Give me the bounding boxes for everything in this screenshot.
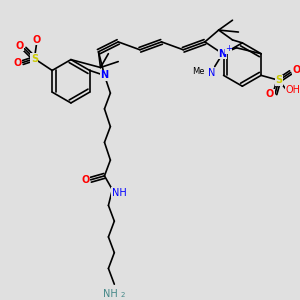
Text: O: O bbox=[32, 35, 40, 45]
Text: 2: 2 bbox=[120, 292, 124, 298]
Text: NH: NH bbox=[103, 289, 118, 299]
Text: S: S bbox=[275, 75, 282, 85]
Text: NH: NH bbox=[112, 188, 127, 198]
Text: +: + bbox=[225, 44, 232, 53]
Text: S: S bbox=[31, 54, 38, 64]
Text: O: O bbox=[14, 58, 22, 68]
Text: N: N bbox=[100, 70, 109, 80]
Text: OH: OH bbox=[285, 85, 300, 95]
Text: N: N bbox=[208, 68, 215, 78]
Text: N: N bbox=[219, 49, 227, 59]
Text: O: O bbox=[292, 65, 300, 75]
Text: Me: Me bbox=[192, 67, 205, 76]
Text: O: O bbox=[82, 175, 90, 185]
Text: O: O bbox=[16, 41, 24, 51]
Text: O: O bbox=[266, 89, 274, 99]
